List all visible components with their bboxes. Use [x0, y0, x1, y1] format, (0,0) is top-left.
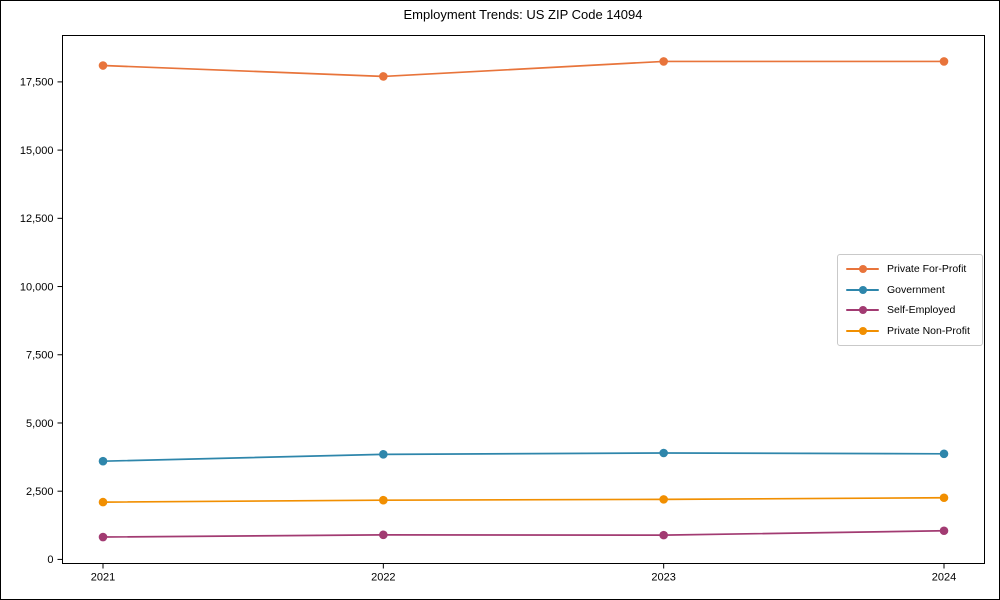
data-point-government-2022 — [379, 450, 388, 459]
data-point-self-employed-2024 — [939, 526, 949, 536]
y-tick-label: 17,500 — [20, 77, 54, 89]
data-point-government-2023 — [659, 448, 668, 458]
data-point-private-for-profit-2023 — [659, 57, 668, 66]
legend-marker-icon — [846, 326, 879, 336]
data-point-private-non-profit-2024 — [939, 493, 949, 503]
legend-item: Private Non-Profit — [846, 321, 974, 342]
data-point-self-employed-2023 — [659, 530, 668, 540]
data-point-private-for-profit-2024 — [939, 57, 949, 66]
data-point-self-employed-2021 — [98, 532, 108, 542]
y-tick-label: 15,000 — [20, 145, 54, 157]
legend-label: Government — [887, 283, 945, 296]
legend-item: Government — [846, 280, 974, 301]
legend-item: Private For-Profit — [846, 259, 974, 280]
x-tick-label: 2024 — [932, 572, 956, 584]
legend-marker-icon — [846, 305, 879, 315]
y-tick-label: 5,000 — [26, 418, 54, 430]
y-tick-label: 7,500 — [26, 350, 54, 362]
data-point-self-employed-2022 — [379, 530, 388, 540]
series-line-government — [102, 452, 945, 463]
series-line-self-employed — [102, 529, 945, 538]
legend-marker-icon — [846, 264, 879, 274]
data-point-government-2021 — [98, 456, 108, 466]
y-tick-label: 10,000 — [20, 281, 54, 293]
plot-border — [62, 35, 985, 564]
legend-label: Private Non-Profit — [887, 324, 970, 337]
data-point-private-non-profit-2021 — [98, 497, 108, 507]
x-tick-label: 2023 — [651, 572, 675, 584]
chart-title: Employment Trends: US ZIP Code 14094 — [403, 7, 643, 22]
data-point-private-for-profit-2021 — [98, 61, 108, 70]
y-tick-label: 12,500 — [20, 213, 54, 225]
x-tick-label: 2021 — [91, 572, 115, 584]
series-line-private-non-profit — [102, 496, 945, 503]
legend-item: Self-Employed — [846, 300, 974, 321]
series-line-private-for-profit — [102, 60, 944, 78]
data-point-private-non-profit-2023 — [659, 495, 668, 504]
data-point-private-for-profit-2022 — [379, 72, 388, 81]
y-tick-label: 2,500 — [26, 486, 54, 498]
y-tick-label: 0 — [47, 554, 53, 566]
legend-label: Private For-Profit — [887, 263, 967, 276]
chart-legend: Private For-Profit Government Self-Emplo… — [837, 254, 983, 346]
legend-label: Self-Employed — [887, 304, 956, 317]
x-tick-label: 2022 — [371, 572, 395, 584]
data-point-government-2024 — [939, 449, 949, 459]
legend-marker-icon — [846, 285, 879, 295]
data-point-private-non-profit-2022 — [379, 495, 388, 505]
